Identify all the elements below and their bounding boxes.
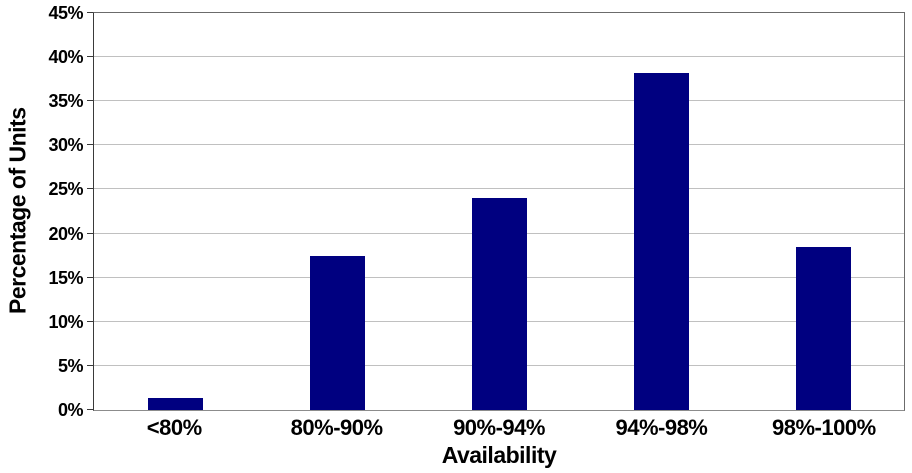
x-category-label: 98%-100%	[772, 415, 876, 440]
gridline	[94, 100, 904, 102]
y-axis-tick	[87, 409, 93, 410]
bar-98%-100%	[796, 247, 851, 410]
gridline	[94, 188, 904, 190]
y-tick-label: 35%	[48, 91, 83, 112]
x-axis-category-labels: <80% 80%-90% 90%-94% 94%-98% 98%-100%	[93, 417, 905, 439]
x-category-label: 80%-90%	[290, 415, 383, 440]
y-axis-tick	[87, 188, 93, 190]
y-tick-label: 5%	[57, 355, 84, 376]
bar-94%-98%	[634, 73, 689, 410]
bar-90%-94%	[472, 198, 527, 410]
plot-area: 0% 5% 10% 15% 20% 25% 30% 35% 40% 45%	[48, 4, 905, 419]
y-axis-tick	[87, 144, 93, 146]
x-category-label: 94%-98%	[615, 415, 708, 440]
bar-<80%	[148, 398, 203, 410]
y-axis-tick	[87, 100, 93, 102]
y-tick-label: 15%	[48, 267, 83, 288]
y-axis-tick	[87, 56, 93, 58]
y-tick-label: 30%	[48, 135, 83, 156]
y-axis-title: Percentage of Units	[4, 107, 31, 314]
gridline	[94, 144, 904, 146]
y-tick-label: 0%	[57, 400, 84, 420]
y-axis-tick	[87, 12, 93, 13]
y-tick-label: 40%	[48, 47, 83, 68]
y-axis-tick	[87, 232, 93, 234]
x-category-label: 90%-94%	[453, 415, 545, 440]
y-tick-label: 45%	[48, 3, 83, 23]
y-tick-label: 25%	[48, 179, 83, 200]
gridline	[94, 56, 904, 58]
y-tick-label: 10%	[48, 311, 83, 332]
x-axis-title: Availability	[441, 442, 557, 468]
y-axis-tick	[87, 364, 93, 366]
x-category-label: <80%	[146, 415, 202, 440]
y-axis-tick	[87, 320, 93, 322]
y-axis-tick	[87, 276, 93, 278]
bar-80%-90%	[310, 256, 365, 410]
y-tick-label: 20%	[48, 223, 83, 244]
